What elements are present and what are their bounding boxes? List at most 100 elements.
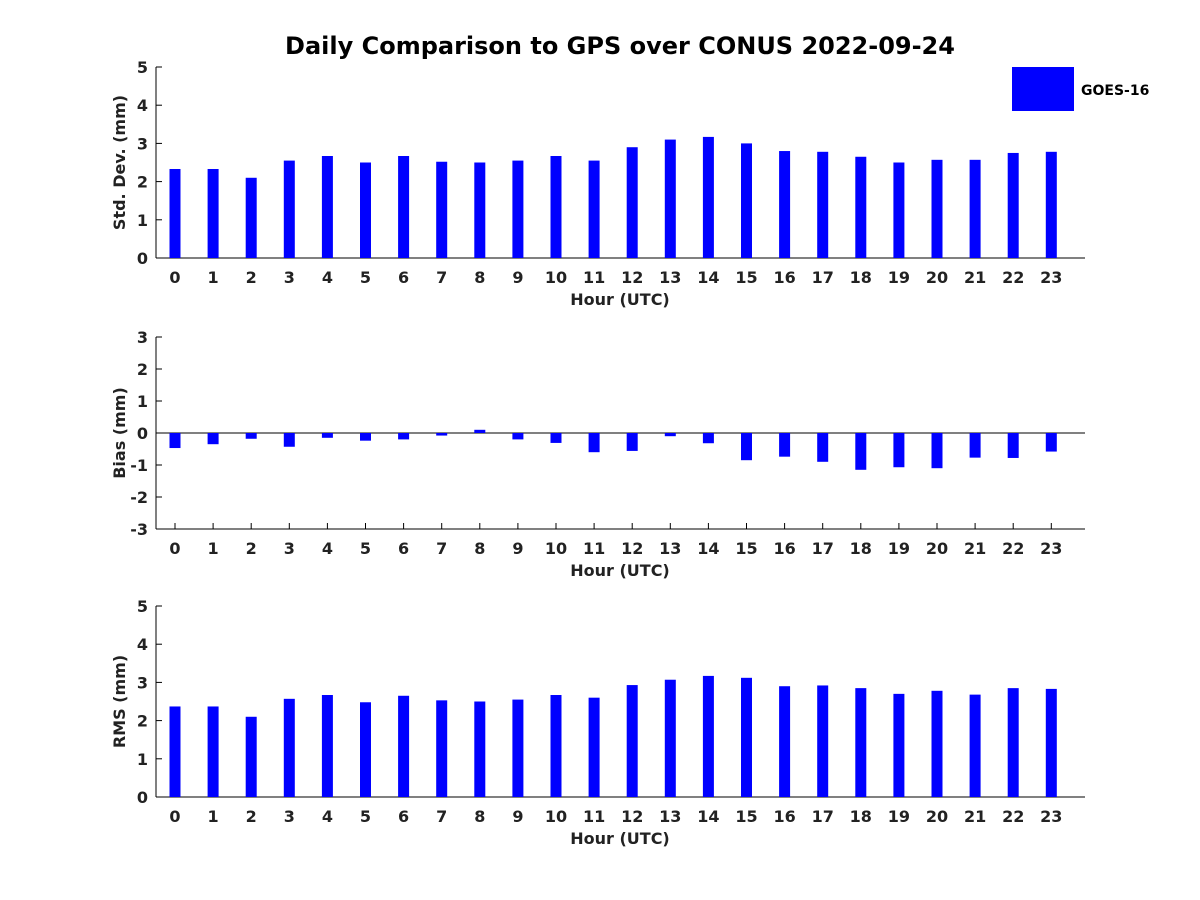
bar bbox=[169, 706, 181, 797]
bar bbox=[702, 136, 714, 258]
bar bbox=[360, 433, 371, 441]
x-tick-label: 5 bbox=[360, 268, 371, 287]
x-tick-label: 9 bbox=[512, 807, 523, 826]
y-tick-label: -2 bbox=[130, 488, 148, 507]
y-tick-label: -3 bbox=[130, 520, 148, 539]
x-tick-label: 8 bbox=[474, 539, 485, 558]
x-tick-label: 12 bbox=[621, 268, 643, 287]
bar bbox=[474, 701, 486, 797]
bar bbox=[1045, 151, 1057, 258]
x-tick-label: 12 bbox=[621, 807, 643, 826]
x-tick-label: 15 bbox=[735, 539, 757, 558]
x-axis-label: Hour (UTC) bbox=[570, 829, 670, 848]
bar bbox=[1045, 433, 1057, 452]
bar bbox=[817, 685, 829, 797]
bar bbox=[931, 690, 943, 797]
bar bbox=[474, 162, 486, 258]
x-tick-label: 4 bbox=[322, 268, 333, 287]
x-tick-label: 7 bbox=[436, 539, 447, 558]
bar bbox=[931, 433, 943, 469]
x-tick-label: 23 bbox=[1040, 807, 1062, 826]
y-axis-label: Std. Dev. (mm) bbox=[110, 95, 129, 230]
x-tick-label: 17 bbox=[812, 807, 834, 826]
bar bbox=[207, 706, 219, 797]
bar bbox=[398, 695, 410, 797]
x-tick-label: 19 bbox=[888, 268, 910, 287]
bar bbox=[969, 694, 981, 797]
bar bbox=[321, 156, 333, 258]
x-tick-label: 1 bbox=[208, 807, 219, 826]
x-tick-label: 20 bbox=[926, 268, 948, 287]
y-tick-label: 3 bbox=[137, 673, 148, 692]
x-tick-label: 3 bbox=[284, 268, 295, 287]
legend-label: GOES-16 bbox=[1081, 83, 1149, 99]
bar bbox=[931, 159, 943, 258]
bar bbox=[283, 160, 295, 258]
x-tick-label: 3 bbox=[284, 807, 295, 826]
x-tick-label: 5 bbox=[360, 807, 371, 826]
y-tick-label: 0 bbox=[137, 249, 148, 268]
bar bbox=[969, 159, 981, 258]
bar bbox=[436, 161, 448, 258]
x-tick-label: 7 bbox=[436, 807, 447, 826]
bar bbox=[855, 688, 867, 797]
x-tick-label: 15 bbox=[735, 268, 757, 287]
y-tick-label: 2 bbox=[137, 712, 148, 731]
legend: GOES-16 bbox=[1012, 67, 1149, 111]
bar bbox=[398, 433, 410, 440]
x-axis-label: Hour (UTC) bbox=[570, 290, 670, 309]
y-tick-label: 0 bbox=[137, 424, 148, 443]
x-tick-label: 10 bbox=[545, 539, 567, 558]
bar bbox=[1045, 688, 1057, 797]
bar bbox=[664, 679, 676, 797]
x-tick-label: 6 bbox=[398, 807, 409, 826]
y-tick-label: 1 bbox=[137, 392, 148, 411]
bar bbox=[245, 716, 257, 797]
bar bbox=[245, 433, 257, 439]
bar bbox=[1007, 433, 1019, 458]
x-tick-label: 14 bbox=[697, 539, 719, 558]
x-tick-label: 8 bbox=[474, 268, 485, 287]
bar bbox=[741, 433, 752, 461]
y-tick-label: 3 bbox=[137, 328, 148, 347]
x-tick-label: 18 bbox=[850, 268, 872, 287]
x-tick-label: 22 bbox=[1002, 807, 1024, 826]
bar bbox=[664, 139, 676, 258]
bar bbox=[702, 675, 714, 797]
x-tick-label: 8 bbox=[474, 807, 485, 826]
y-tick-label: 1 bbox=[137, 211, 148, 230]
bar bbox=[550, 433, 562, 443]
x-tick-label: 14 bbox=[697, 807, 719, 826]
bar bbox=[245, 177, 257, 258]
bar bbox=[169, 168, 181, 258]
bar bbox=[893, 693, 905, 797]
y-tick-label: 2 bbox=[137, 360, 148, 379]
x-tick-label: 11 bbox=[583, 268, 605, 287]
x-tick-label: 21 bbox=[964, 268, 986, 287]
bar bbox=[550, 695, 562, 797]
x-tick-label: 13 bbox=[659, 807, 681, 826]
x-tick-label: 11 bbox=[583, 807, 605, 826]
bar bbox=[512, 160, 524, 258]
bar bbox=[550, 156, 562, 258]
bar bbox=[969, 433, 981, 458]
x-tick-label: 0 bbox=[169, 539, 180, 558]
bar bbox=[702, 433, 714, 444]
y-tick-label: 5 bbox=[137, 58, 148, 77]
y-tick-label: 5 bbox=[137, 597, 148, 616]
y-tick-label: 3 bbox=[137, 134, 148, 153]
bar bbox=[474, 429, 486, 433]
x-tick-label: 18 bbox=[850, 807, 872, 826]
x-tick-label: 6 bbox=[398, 539, 409, 558]
bar bbox=[817, 151, 829, 258]
bar bbox=[741, 143, 752, 258]
x-tick-label: 1 bbox=[208, 268, 219, 287]
x-tick-label: 2 bbox=[246, 539, 257, 558]
x-tick-label: 23 bbox=[1040, 268, 1062, 287]
bar bbox=[626, 685, 638, 797]
y-tick-label: 1 bbox=[137, 750, 148, 769]
bar bbox=[588, 697, 600, 797]
bar bbox=[664, 433, 676, 437]
bar bbox=[855, 433, 867, 470]
